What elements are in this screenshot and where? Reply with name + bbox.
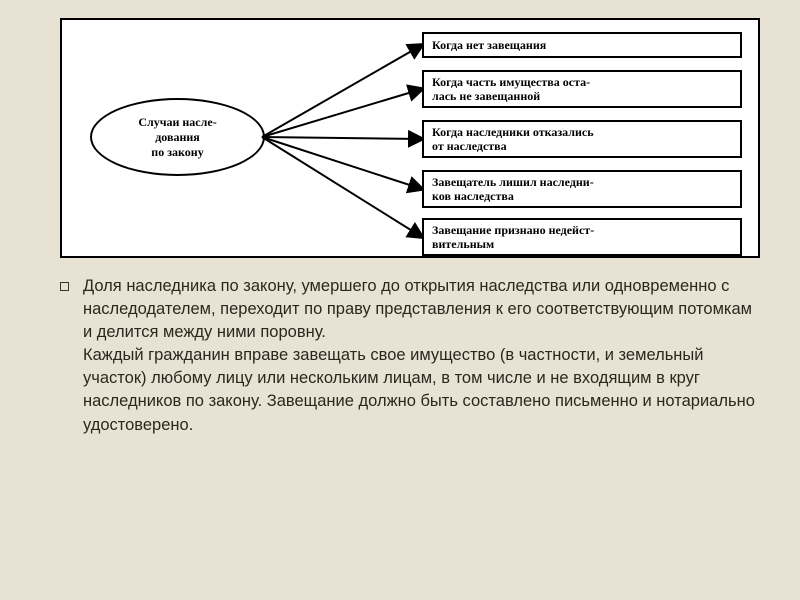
diagram-target-box: Когда нет завещания: [422, 32, 742, 58]
diagram-target-box: Когда наследники отказалисьот наследства: [422, 120, 742, 158]
diagram-target-label: Когда наследники отказалисьот наследства: [432, 125, 594, 154]
diagram-target-label: Когда часть имущества оста-лась не завещ…: [432, 75, 590, 104]
slide: Случаи насле-дованияпо закону Когда нет …: [0, 0, 800, 600]
diagram-target-label: Когда нет завещания: [432, 38, 546, 52]
diagram-frame: Случаи насле-дованияпо закону Когда нет …: [60, 18, 760, 258]
bullet-text: Доля наследника по закону, умершего до о…: [83, 275, 760, 437]
bullet-list: Доля наследника по закону, умершего до о…: [60, 275, 760, 441]
diagram-target-box: Завещание признано недейст-вительным: [422, 218, 742, 256]
bullet-item: Доля наследника по закону, умершего до о…: [60, 275, 760, 437]
diagram-target-box: Завещатель лишил наследни-ков наследства: [422, 170, 742, 208]
diagram-target-label: Завещание признано недейст-вительным: [432, 223, 594, 252]
diagram-target-label: Завещатель лишил наследни-ков наследства: [432, 175, 594, 204]
bullet-marker-icon: [60, 282, 69, 291]
diagram-target-box: Когда часть имущества оста-лась не завещ…: [422, 70, 742, 108]
